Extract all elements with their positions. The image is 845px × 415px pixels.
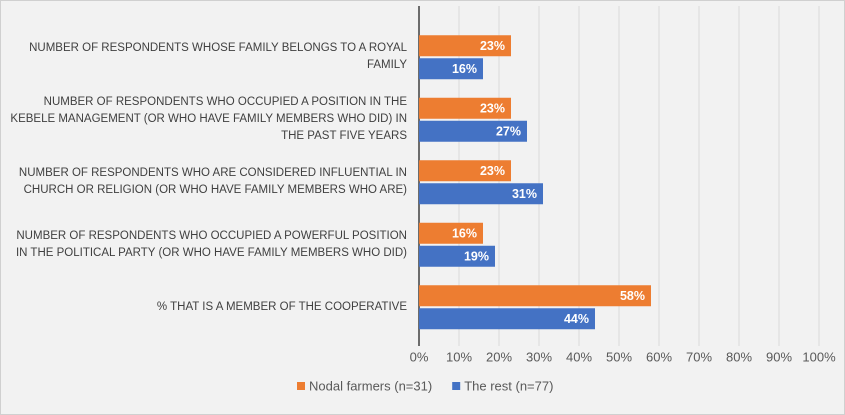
legend-swatch (297, 382, 305, 390)
value-label: 16% (452, 227, 477, 241)
bar (419, 35, 511, 57)
value-label: 16% (452, 62, 477, 76)
category-label: NUMBER OF RESPONDENTS WHO ARE CONSIDERED… (18, 167, 407, 197)
x-tick-label: 50% (606, 349, 632, 364)
bar (419, 183, 543, 205)
category-label: NUMBER OF RESPONDENTS WHO OCCUPIED A POW… (15, 229, 407, 259)
bar (419, 222, 483, 244)
x-tick-label: 10% (446, 349, 472, 364)
x-tick-label: 60% (646, 349, 672, 364)
legend-swatch (452, 382, 461, 390)
category-label: NUMBER OF RESPONDENTS WHO OCCUPIED A POS… (10, 96, 407, 143)
x-tick-label: 80% (726, 349, 752, 364)
bar (419, 160, 511, 182)
bar (419, 58, 483, 80)
value-label: 23% (480, 39, 505, 53)
category-label: NUMBER OF RESPONDENTS WHOSE FAMILY BELON… (29, 42, 407, 72)
x-tick-label: 0% (410, 349, 429, 364)
x-tick-label: 90% (766, 349, 792, 364)
category-label: % THAT IS A MEMBER OF THE COOPERATIVE (156, 300, 407, 313)
value-label: 31% (512, 187, 537, 201)
bar (419, 120, 527, 142)
value-label: 23% (480, 102, 505, 116)
bar (419, 285, 651, 307)
value-label: 44% (564, 312, 589, 326)
x-tick-label: 100% (802, 349, 836, 364)
bar (419, 245, 495, 267)
x-tick-label: 70% (686, 349, 712, 364)
value-label: 23% (480, 164, 505, 178)
value-label: 58% (620, 289, 645, 303)
bar (419, 308, 595, 330)
x-tick-label: 40% (566, 349, 592, 364)
x-tick-label: 20% (486, 349, 512, 364)
x-tick-label: 30% (526, 349, 552, 364)
legend-label: Nodal farmers (n=31) (309, 378, 432, 393)
value-label: 27% (496, 125, 521, 139)
legend-label: The rest (n=77) (464, 378, 553, 393)
bar (419, 97, 511, 119)
value-label: 19% (464, 250, 489, 264)
